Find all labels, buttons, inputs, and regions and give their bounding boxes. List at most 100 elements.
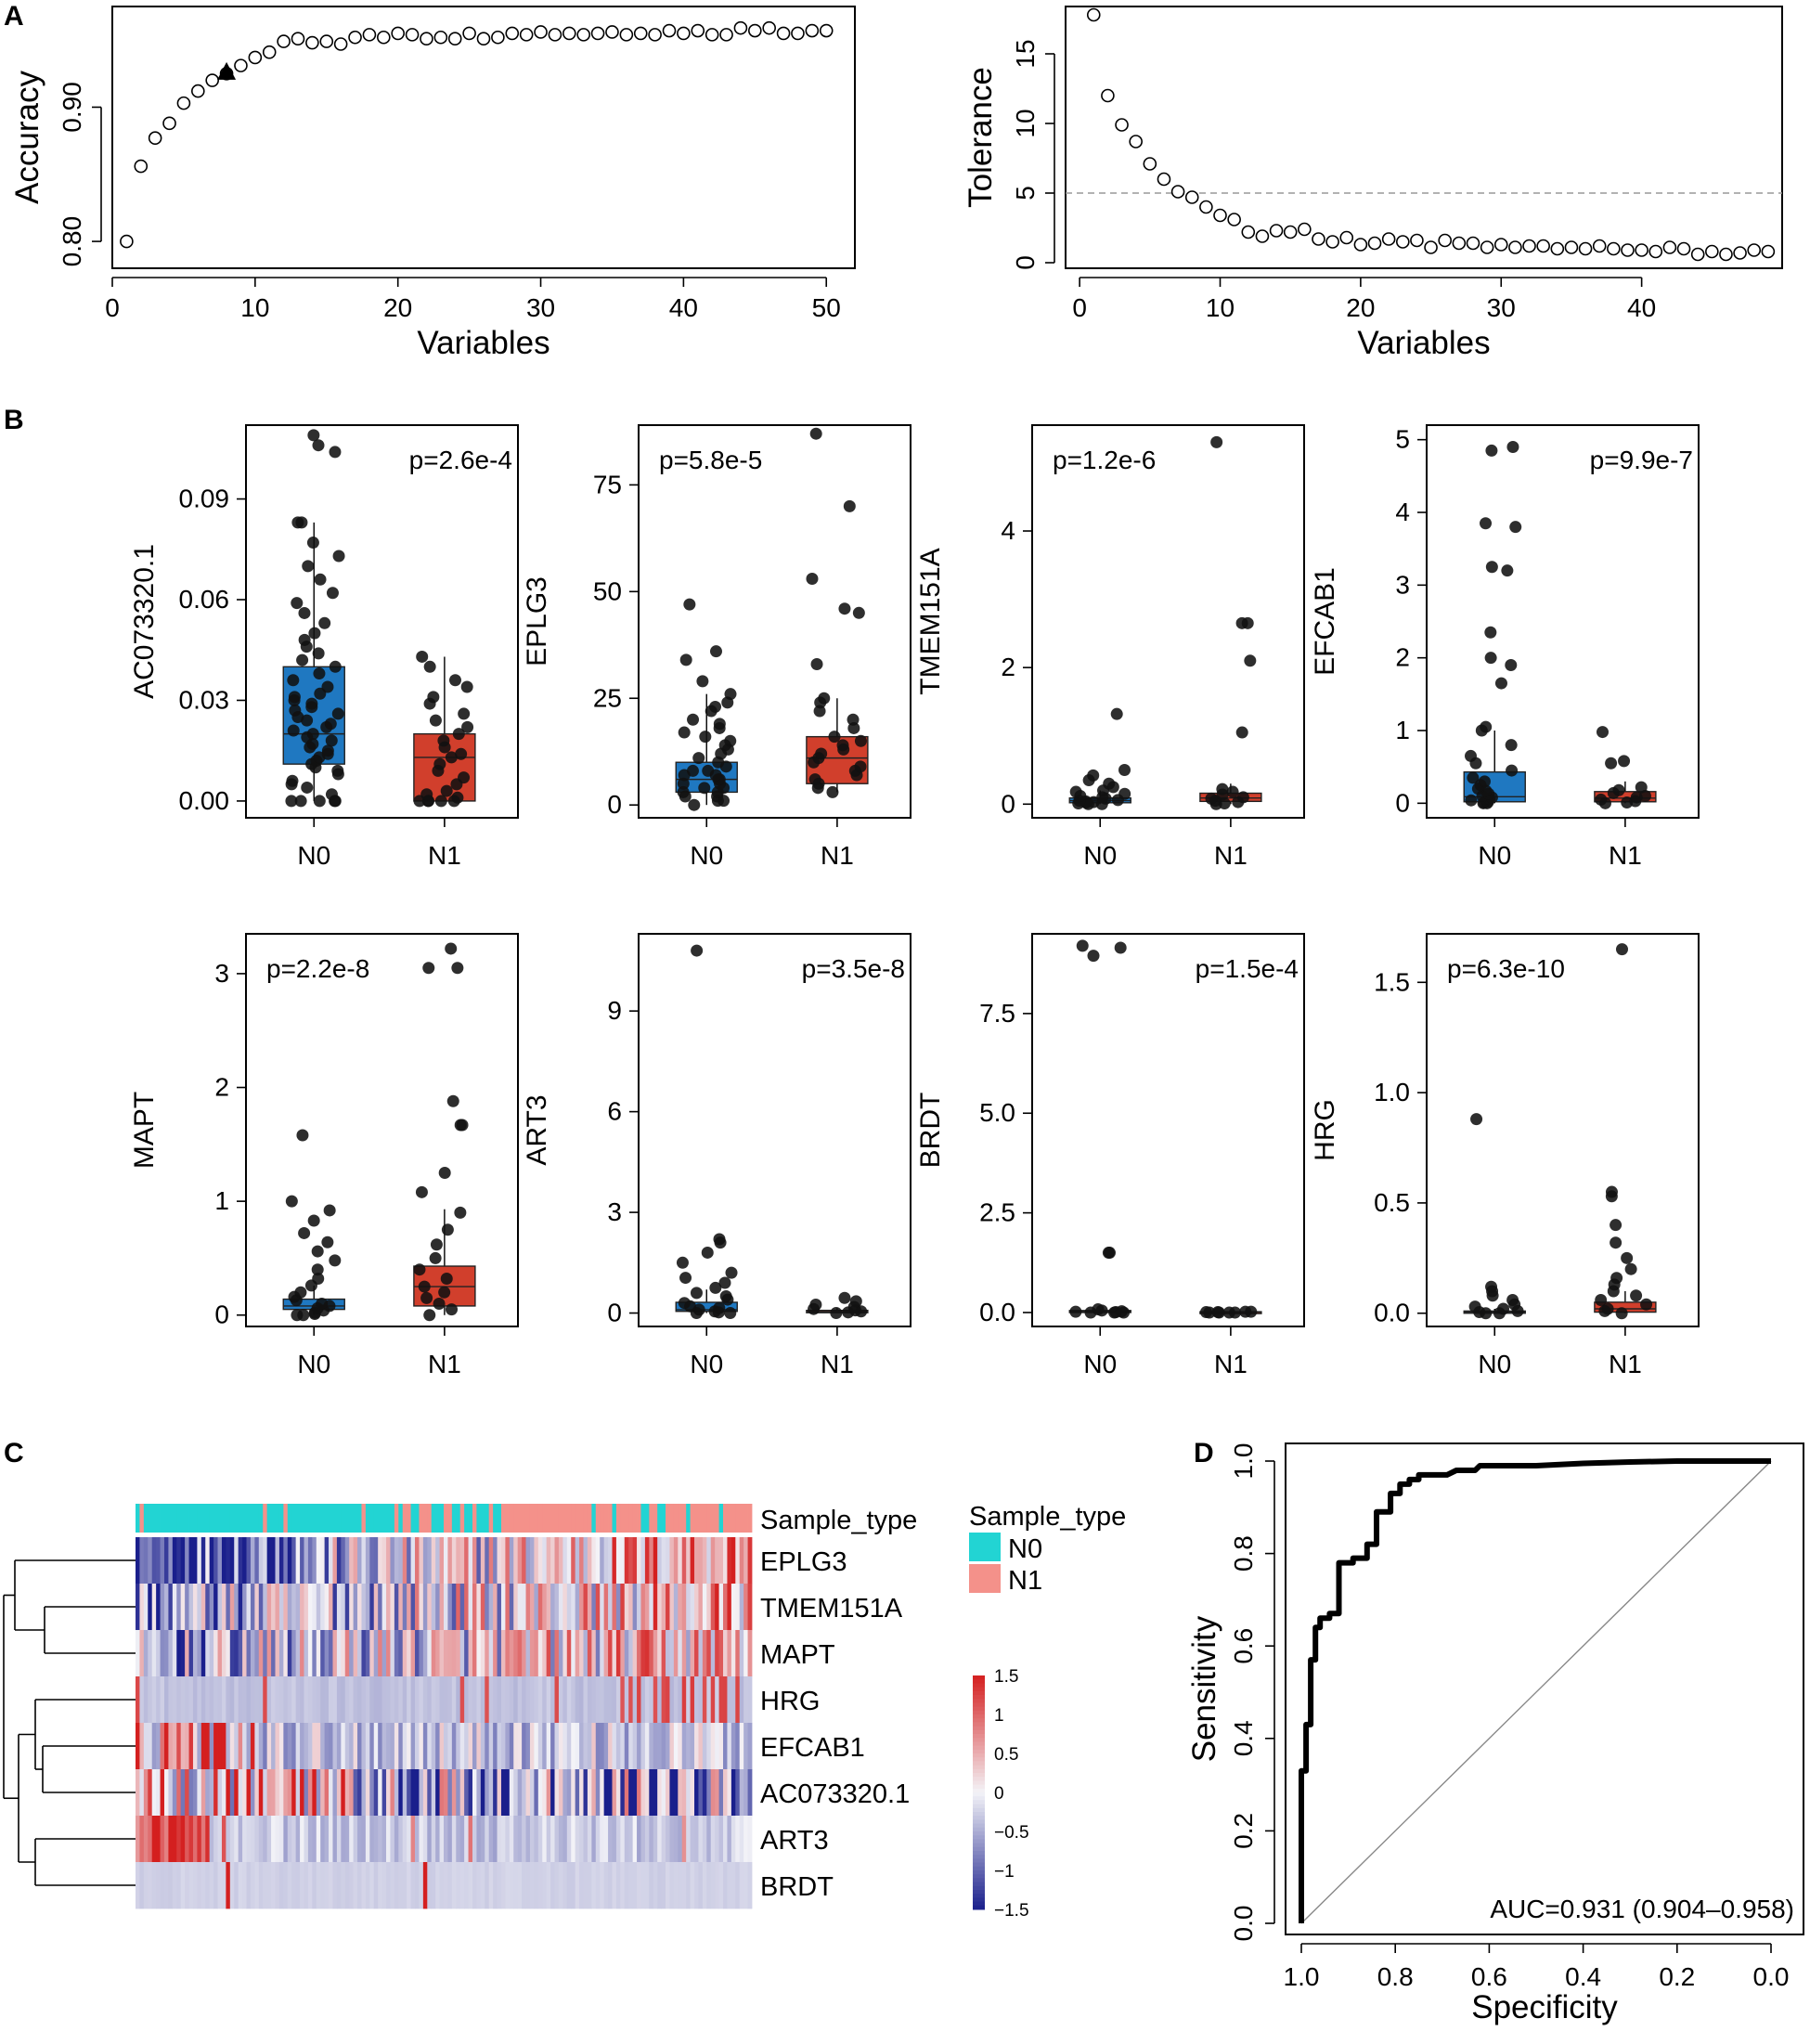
- heatmap-cell: [637, 1630, 641, 1677]
- annotation-cell: [324, 1504, 330, 1533]
- heatmap-cell: [681, 1676, 687, 1724]
- data-point: [724, 1307, 737, 1320]
- data-point: [312, 439, 325, 452]
- heatmap-cell: [242, 1723, 247, 1770]
- heatmap-cell: [628, 1630, 634, 1677]
- p-value: p=1.5e-4: [1196, 954, 1299, 983]
- data-point: [1312, 232, 1325, 246]
- data-point: [438, 1166, 451, 1179]
- color-scale-label: −0.5: [994, 1823, 1029, 1843]
- heatmap-cell: [715, 1630, 719, 1677]
- heatmap-cell: [410, 1676, 416, 1724]
- heatmap-cell: [681, 1630, 687, 1677]
- heatmap-row-ac0733201: [136, 1769, 753, 1817]
- heatmap-cell: [221, 1537, 226, 1585]
- annotation-cell: [213, 1504, 218, 1533]
- heatmap-cell: [505, 1537, 511, 1585]
- x-tick-label: N0: [1083, 841, 1117, 870]
- annotation-cell: [517, 1504, 523, 1533]
- heatmap-cell: [644, 1537, 650, 1585]
- heatmap-cell: [694, 1537, 699, 1585]
- heatmap-cell: [661, 1862, 666, 1909]
- heatmap-cell: [344, 1676, 350, 1724]
- heatmap-cell: [427, 1676, 433, 1724]
- heatmap-cell: [529, 1676, 535, 1724]
- heatmap-cell: [727, 1537, 732, 1585]
- heatmap-cell: [332, 1816, 338, 1863]
- heatmap-cell: [595, 1537, 601, 1585]
- data-point: [1610, 1236, 1623, 1249]
- heatmap-cell: [386, 1584, 391, 1631]
- heatmap-cell: [329, 1676, 333, 1724]
- heatmap-cell: [407, 1862, 411, 1909]
- heatmap-cell: [546, 1584, 551, 1631]
- heatmap-cell: [661, 1630, 666, 1677]
- heatmap-cell: [529, 1723, 535, 1770]
- heatmap-cell: [197, 1537, 202, 1585]
- data-point: [677, 26, 691, 41]
- annotation-cell: [747, 1504, 753, 1533]
- data-point: [676, 1256, 689, 1269]
- heatmap-cell: [517, 1676, 523, 1724]
- heatmap-cell: [468, 1676, 473, 1724]
- data-point: [1199, 200, 1213, 214]
- heatmap-cell: [444, 1676, 448, 1724]
- annotation-cell: [287, 1504, 292, 1533]
- heatmap-cell: [493, 1676, 498, 1724]
- annotation-cell: [608, 1504, 613, 1533]
- heatmap-cell: [246, 1630, 252, 1677]
- heatmap-cell: [698, 1769, 704, 1817]
- heatmap-cell: [398, 1816, 404, 1863]
- heatmap-cell: [472, 1676, 477, 1724]
- heatmap-cell: [447, 1630, 453, 1677]
- heatmap-cell: [304, 1630, 309, 1677]
- heatmap-cell: [620, 1862, 626, 1909]
- heatmap-cell: [217, 1676, 223, 1724]
- heatmap-cell: [694, 1676, 699, 1724]
- heatmap-cell: [669, 1584, 675, 1631]
- heatmap-cell: [562, 1769, 568, 1817]
- data-point: [1210, 435, 1223, 448]
- heatmap-cell: [669, 1769, 675, 1817]
- heatmap-cell: [546, 1723, 551, 1770]
- heatmap-cell: [456, 1537, 461, 1585]
- x-axis-title: Variables: [1357, 325, 1490, 361]
- heatmap-cell: [513, 1676, 519, 1724]
- panel-label-d: D: [1194, 1438, 1214, 1468]
- y-tick-label: 3: [607, 1197, 622, 1226]
- row-label: EPLG3: [760, 1547, 847, 1577]
- annotation-cell: [361, 1504, 367, 1533]
- heatmap-cell: [575, 1537, 580, 1585]
- data-point: [307, 429, 320, 442]
- annotation-cell: [394, 1504, 399, 1533]
- heatmap-cell: [702, 1676, 707, 1724]
- x-tick-label: N0: [690, 1350, 723, 1378]
- heatmap-cell: [542, 1816, 548, 1863]
- heatmap-cell: [456, 1676, 461, 1724]
- x-tick-label: N1: [821, 841, 854, 870]
- heatmap-cell: [632, 1862, 638, 1909]
- data-point: [1522, 239, 1536, 253]
- annotation-cell: [525, 1504, 531, 1533]
- heatmap-cell: [554, 1723, 560, 1770]
- color-scale-step: [973, 1768, 985, 1774]
- data-point: [420, 1291, 433, 1304]
- heatmap-cell: [283, 1723, 289, 1770]
- heatmap-cell: [451, 1723, 457, 1770]
- heatmap-cell: [673, 1676, 679, 1724]
- heatmap-cell: [649, 1862, 654, 1909]
- heatmap-cell: [422, 1723, 428, 1770]
- heatmap-cell: [550, 1584, 555, 1631]
- data-point: [505, 26, 520, 41]
- heatmap-cell: [666, 1676, 670, 1724]
- heatmap-cell: [316, 1676, 321, 1724]
- heatmap-cell: [168, 1630, 174, 1677]
- heatmap-cell: [381, 1630, 387, 1677]
- data-point: [1676, 241, 1691, 256]
- heatmap-cell: [480, 1723, 485, 1770]
- data-point: [548, 28, 562, 42]
- heatmap-cell: [229, 1816, 235, 1863]
- annotation-cell: [197, 1504, 202, 1533]
- heatmap-cell: [258, 1816, 264, 1863]
- heatmap-cell: [632, 1676, 638, 1724]
